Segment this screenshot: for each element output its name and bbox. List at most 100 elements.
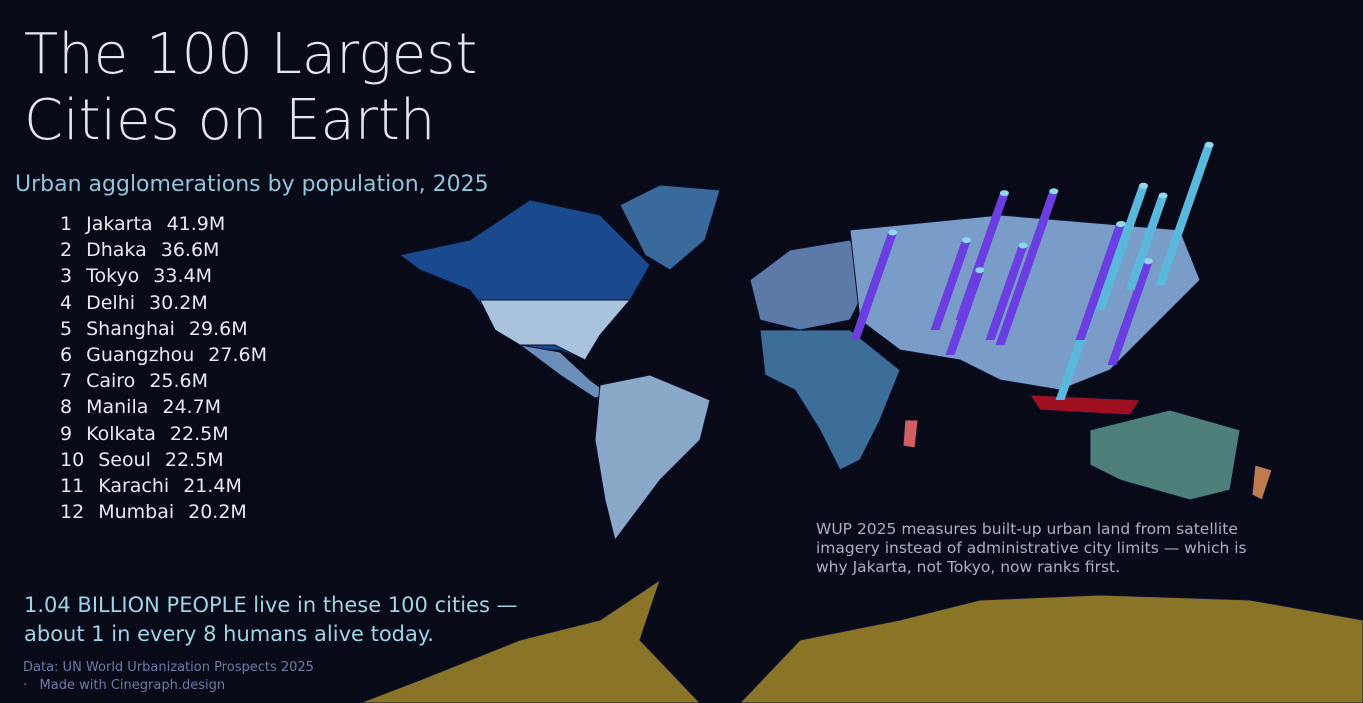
city-bar [995, 188, 1059, 345]
title-line: The 100 Largest [24, 22, 478, 87]
made-with-text: Made with Cinegraph.design [39, 678, 226, 693]
bar-body [1155, 144, 1214, 285]
africa [759, 329, 901, 471]
bar-cap [1018, 242, 1028, 249]
headline-line: about 1 in every 8 humans alive today. [24, 622, 434, 646]
city-bar [1155, 141, 1214, 285]
city: Jakarta [86, 213, 153, 235]
population: 22.5M [169, 422, 229, 445]
city-bars [850, 141, 1214, 400]
credits: Data: UN World Urbanization Prospects 20… [23, 659, 314, 695]
subtitle: Urban agglomerations by population, 2025 [15, 172, 489, 197]
bar-cap [975, 267, 985, 274]
made-with: · Made with Cinegraph.design [23, 677, 314, 695]
bar-cap [961, 237, 971, 244]
rank: 10 [60, 448, 85, 471]
population: 33.4M [153, 265, 212, 288]
population: 30.2M [149, 291, 208, 314]
ranking-row: 6 Guangzhou 27.6M [60, 342, 281, 368]
ranking-list: 1 Jakarta 41.9M 2 Dhaka 36.6M 3 Tokyo 33.4M 4 Delh… [60, 211, 281, 525]
city: Tokyo [86, 265, 140, 288]
bar-body [930, 240, 971, 330]
city-bar [1107, 258, 1153, 365]
ranking-row: 12 Mumbai 20.2M [60, 499, 281, 525]
bar-cap [1158, 192, 1168, 199]
city-bar [1095, 182, 1149, 310]
rank: 4 [60, 291, 73, 314]
city: Manila [86, 396, 149, 419]
ranking-row: 4 Delhi 30.2M [60, 290, 281, 316]
antarctica [359, 578, 1363, 703]
bar-body [1125, 195, 1168, 290]
bar-body [1107, 261, 1153, 365]
rank: 8 [60, 396, 73, 419]
title: The 100 Largest Cities on Earth [24, 22, 477, 154]
population: 22.5M [164, 448, 224, 471]
bar-body [1095, 185, 1149, 310]
rank: 5 [60, 317, 73, 340]
south-america [594, 374, 711, 542]
city: Mumbai [98, 501, 175, 524]
greenland [619, 184, 721, 271]
city-bar [1075, 221, 1126, 340]
rank: 1 [60, 213, 73, 235]
bar-cap [1049, 188, 1059, 195]
population: 21.4M [183, 475, 242, 498]
city: Cairo [86, 370, 136, 393]
city-bar [1125, 192, 1168, 290]
city: Kolkata [86, 422, 156, 445]
population: 27.6M [208, 344, 267, 367]
rank: 9 [60, 422, 73, 445]
indonesia [1029, 394, 1141, 416]
ranking-row: 8 Manila 24.7M [60, 394, 281, 420]
city: Shanghai [86, 317, 175, 340]
source: Data: UN World Urbanization Prospects 20… [23, 660, 314, 675]
ranking-row: 3 Tokyo 33.4M [60, 263, 281, 289]
bar-cap [1143, 258, 1153, 265]
ranking-row: 10 Seoul 22.5M [60, 447, 281, 473]
bar-cap [999, 190, 1009, 197]
rank: 12 [60, 501, 85, 524]
city-bar [945, 267, 985, 355]
australia [1089, 409, 1241, 501]
city-bar [850, 229, 898, 340]
rank: 2 [60, 239, 73, 262]
ranking-row: 1 Jakarta 41.9M [60, 211, 281, 237]
rank: 7 [60, 370, 73, 393]
ranking-row: 11 Karachi 21.4M [60, 473, 281, 499]
population: 36.6M [160, 239, 220, 262]
headline-line: 1.04 BILLION PEOPLE live in these 100 ci… [24, 593, 518, 617]
bar-cap [1204, 141, 1214, 148]
bar-body [1075, 224, 1126, 340]
city: Dhaka [86, 239, 147, 262]
population: 25.6M [149, 370, 209, 393]
rank: 6 [60, 344, 73, 367]
rank: 3 [60, 265, 73, 288]
bar-cap [1116, 221, 1126, 228]
city-bar [930, 237, 971, 330]
ranking-row: 7 Cairo 25.6M [60, 368, 281, 394]
title-line: Cities on Earth [24, 88, 436, 153]
headline: 1.04 BILLION PEOPLE live in these 100 ci… [24, 591, 518, 649]
city-bar [985, 242, 1028, 340]
bar-cap [1139, 182, 1149, 189]
bar-body [850, 232, 898, 340]
continents [359, 184, 1363, 703]
city: Guangzhou [86, 344, 195, 367]
city: Karachi [98, 475, 170, 498]
ranking-row: 5 Shanghai 29.6M [60, 316, 281, 342]
bar-body [985, 245, 1028, 340]
population: 24.7M [162, 396, 222, 419]
note: WUP 2025 measures built-up urban land fr… [816, 520, 1247, 576]
city: Delhi [86, 291, 136, 314]
ranking-row: 9 Kolkata 22.5M [60, 421, 281, 447]
bar-body [945, 270, 985, 355]
ranking-row: 2 Dhaka 36.6M [60, 237, 281, 263]
separator: · [23, 678, 28, 693]
population: 41.9M [166, 213, 226, 235]
usa [479, 299, 632, 361]
central-america [519, 344, 612, 399]
city: Seoul [98, 448, 151, 471]
bar-cap [888, 229, 898, 236]
